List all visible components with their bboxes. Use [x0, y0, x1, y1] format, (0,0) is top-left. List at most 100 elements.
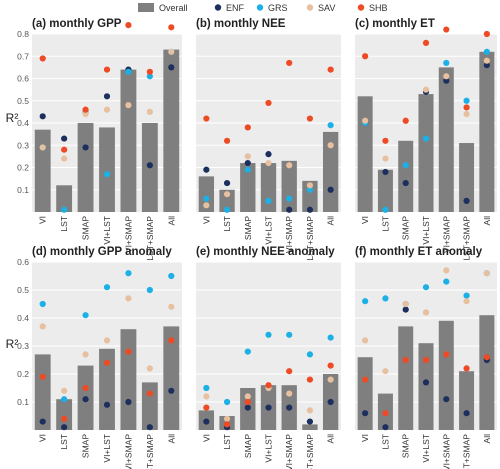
x-tick-label: LST+SMAP: [305, 434, 315, 469]
point-shb-vi-smap: [443, 26, 450, 33]
bar-overall-vi-lst: [418, 343, 434, 430]
point-grs-lst-smap: [306, 186, 314, 193]
x-tick-label: All: [326, 434, 336, 444]
point-sav-smap: [244, 153, 251, 160]
legend-swatch-shb: [357, 4, 365, 11]
point-sav-vi-smap: [443, 73, 450, 80]
point-enf-vi-lst: [103, 93, 111, 100]
y-axis-label-bottom: R²: [6, 337, 19, 351]
point-grs-vi-smap: [286, 195, 293, 202]
point-enf-vi: [203, 166, 210, 173]
point-enf-lst: [61, 424, 68, 431]
point-grs-vi-smap: [125, 68, 132, 75]
x-tick-label: All: [326, 216, 336, 226]
point-shb-vi-smap: [125, 22, 132, 29]
point-grs-all: [327, 122, 334, 129]
bar-overall-vi: [357, 357, 373, 430]
point-enf-all: [483, 62, 490, 69]
point-shb-lst-smap: [306, 115, 314, 122]
point-grs-vi-smap: [125, 270, 132, 277]
point-shb-vi-lst: [103, 359, 111, 366]
bar-overall-lst-smap: [459, 143, 475, 212]
x-tick-label: LST+SMAP: [145, 434, 155, 469]
x-tick-label: SMAP: [243, 216, 253, 240]
point-sav-vi-lst: [103, 337, 111, 344]
point-shb-smap: [244, 124, 251, 131]
point-sav-vi: [203, 202, 210, 209]
x-tick-label: LST+SMAP: [305, 216, 315, 261]
point-enf-smap: [82, 396, 89, 403]
panel-title: (f) monthly ET anomaly: [355, 246, 483, 258]
panel-4: (d) monthly GPP anomaly 0.1 0.2 0.3 0.4 0.5 0.…: [17, 246, 182, 469]
legend-item-shb: SHB: [357, 3, 388, 13]
panels: (a) monthly GPP 0.1 0.2 0.3 0.4 0.5 0.6 0.7 0.8 V…: [17, 18, 497, 469]
point-shb-lst-smap: [146, 390, 153, 397]
x-tick-label: VI: [201, 216, 211, 224]
point-shb-smap: [244, 398, 251, 406]
y-tick-label: 0.1: [17, 397, 29, 407]
x-tick-label: LST: [222, 434, 232, 450]
point-sav-lst: [382, 155, 389, 162]
x-tick-label: VI: [38, 216, 48, 224]
point-grs-vi-smap: [286, 331, 293, 338]
point-enf-smap: [402, 306, 409, 313]
bar-overall-smap: [398, 326, 414, 430]
x-tick-label: VI: [360, 434, 370, 442]
point-grs-lst: [223, 206, 231, 213]
point-grs-smap: [244, 348, 251, 355]
panel-3: (c) monthly ET VI LST SMAP VI+LST VI+SMAP LST+…: [355, 18, 497, 261]
bar-overall-smap: [240, 163, 256, 212]
y-tick-label: 0.8: [17, 29, 29, 39]
point-shb-lst: [382, 137, 389, 144]
x-tick-label: VI+SMAP: [284, 216, 294, 253]
point-grs-lst: [382, 295, 389, 302]
point-enf-all: [168, 387, 175, 394]
point-grs-vi-smap: [443, 278, 450, 285]
bar-overall-lst: [377, 169, 393, 212]
point-enf-vi-lst: [422, 379, 430, 386]
bar-overall-vi: [34, 354, 51, 430]
bar-overall-vi: [198, 176, 215, 212]
point-shb-lst-smap: [306, 376, 314, 383]
point-shb-lst: [223, 137, 231, 144]
legend-item-enf: ENF: [214, 3, 245, 13]
point-shb-smap: [402, 117, 409, 124]
point-grs-vi: [203, 384, 210, 392]
y-tick-label: 0.2: [17, 369, 29, 379]
x-tick-label: VI+SMAP: [123, 216, 133, 253]
panel-title: (a) monthly GPP: [32, 18, 122, 30]
point-grs-lst-smap: [306, 351, 314, 358]
legend-item-grs: GRS: [256, 3, 288, 13]
point-sav-vi: [362, 337, 369, 344]
x-tick-label: VI+SMAP: [123, 434, 133, 469]
bar-overall-smap: [398, 140, 414, 212]
legend-label-sav: SAV: [318, 3, 335, 13]
x-tick-label: LST+SMAP: [145, 216, 155, 261]
bar-overall-vi-smap: [438, 67, 454, 212]
point-shb-smap: [82, 106, 89, 113]
point-grs-all: [327, 334, 334, 341]
point-enf-vi: [39, 418, 46, 425]
x-tick-label: SMAP: [243, 434, 253, 458]
point-sav-lst: [223, 191, 231, 198]
point-shb-vi-lst: [422, 39, 430, 47]
point-sav-all: [327, 142, 334, 149]
point-shb-all: [168, 24, 175, 31]
point-sav-vi-smap: [125, 295, 132, 302]
bar-overall-lst-smap: [141, 382, 158, 430]
point-shb-vi-lst: [422, 356, 430, 364]
x-tick-label: VI+LST: [102, 216, 112, 245]
point-enf-vi-lst: [265, 404, 272, 411]
legend-swatch-enf: [214, 4, 222, 11]
point-enf-smap: [82, 144, 89, 151]
y-axis-label-top: R²: [6, 111, 19, 125]
y-tick-label: 0.4: [17, 118, 29, 128]
point-enf-smap: [402, 179, 409, 187]
bar-overall-lst-smap: [302, 180, 318, 212]
point-shb-vi: [39, 55, 46, 62]
point-sav-all: [327, 376, 334, 383]
point-sav-lst: [61, 387, 68, 394]
x-tick-label: VI+LST: [421, 434, 431, 463]
x-tick-label: VI+SMAP: [441, 434, 451, 469]
point-grs-lst-smap: [146, 286, 153, 294]
